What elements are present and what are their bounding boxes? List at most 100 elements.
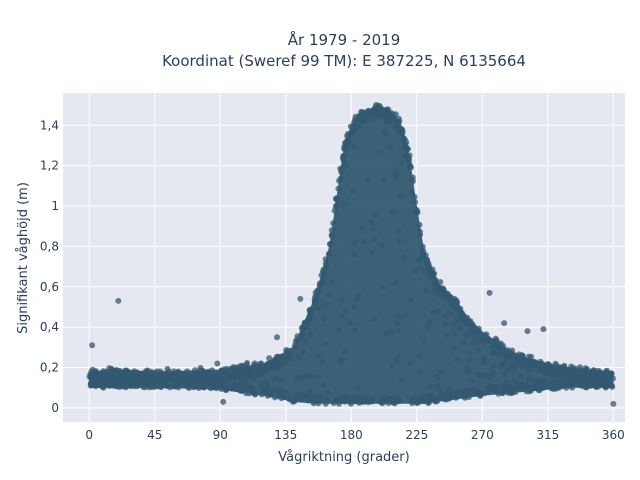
y-axis-ticks: 0 0,2 0,4 0,6 0,8 1 1,2 1,4	[40, 118, 59, 415]
data-point	[593, 383, 600, 390]
data-point	[100, 383, 107, 390]
data-point	[287, 356, 294, 363]
data-point	[177, 377, 184, 384]
data-point	[307, 331, 314, 338]
data-points	[86, 102, 617, 407]
data-point	[295, 353, 302, 360]
data-point	[212, 381, 219, 388]
data-point	[413, 398, 420, 405]
data-point	[106, 371, 113, 378]
y-tick-label: 0	[51, 401, 59, 415]
data-point	[351, 240, 358, 246]
data-point	[305, 393, 312, 400]
data-point	[350, 128, 357, 135]
data-point	[106, 382, 113, 389]
data-point	[242, 375, 249, 382]
data-point	[395, 398, 402, 405]
data-point	[453, 297, 460, 304]
data-point	[466, 358, 473, 365]
y-tick-label: 1,2	[40, 159, 59, 173]
data-point	[378, 242, 385, 249]
data-point	[483, 331, 490, 338]
data-point	[213, 372, 220, 379]
data-point	[435, 290, 441, 297]
data-point	[228, 385, 235, 392]
data-point	[272, 387, 279, 394]
data-point	[390, 394, 397, 401]
data-point	[416, 221, 423, 228]
data-point	[257, 365, 264, 372]
data-point	[230, 365, 237, 372]
data-point	[358, 224, 365, 230]
data-point	[542, 363, 549, 370]
data-point	[444, 295, 451, 302]
data-point	[455, 305, 462, 312]
data-point	[308, 308, 315, 315]
data-point	[462, 390, 469, 397]
data-point	[190, 384, 197, 391]
data-point	[392, 111, 399, 118]
data-point	[351, 251, 358, 258]
data-point	[314, 305, 321, 312]
data-point	[429, 309, 436, 316]
data-point	[443, 391, 450, 397]
data-point	[150, 383, 157, 389]
data-point	[453, 356, 460, 363]
data-point	[399, 159, 405, 166]
data-point	[243, 384, 250, 391]
data-point	[345, 130, 352, 137]
data-point	[601, 379, 608, 386]
data-point	[358, 112, 365, 119]
data-point	[381, 176, 388, 183]
data-point	[243, 390, 250, 397]
data-point	[119, 376, 126, 382]
data-point	[399, 377, 406, 384]
data-point	[222, 374, 229, 381]
data-point	[380, 107, 387, 114]
data-point	[554, 372, 561, 378]
data-point	[394, 118, 401, 125]
data-point	[409, 396, 416, 402]
data-point	[333, 202, 340, 209]
data-point	[264, 386, 271, 393]
data-point	[427, 396, 434, 403]
data-point	[332, 195, 339, 202]
data-point	[200, 384, 207, 391]
data-point	[354, 385, 361, 392]
data-point	[200, 372, 207, 379]
data-point	[336, 327, 342, 334]
data-point	[340, 152, 347, 159]
data-point	[458, 317, 465, 324]
data-point	[310, 397, 317, 404]
data-point	[361, 116, 368, 123]
data-point	[365, 175, 372, 182]
data-point	[392, 169, 399, 176]
outlier-point	[214, 360, 221, 367]
data-point	[327, 241, 334, 247]
data-point	[427, 383, 434, 390]
data-point	[437, 394, 443, 401]
data-point	[110, 379, 117, 386]
data-point	[572, 371, 579, 378]
data-point	[312, 300, 318, 307]
outlier-point	[595, 374, 602, 381]
data-point	[377, 148, 384, 155]
data-point	[316, 353, 323, 360]
data-point	[413, 206, 420, 213]
data-point	[437, 369, 444, 376]
data-point	[339, 313, 346, 320]
data-point	[162, 378, 169, 384]
data-point	[552, 385, 559, 392]
data-point	[436, 386, 443, 393]
outlier-point	[297, 295, 304, 302]
data-point	[517, 372, 524, 379]
data-point	[548, 385, 555, 392]
data-point	[235, 369, 242, 376]
data-point	[254, 371, 261, 378]
y-tick-label: 0,8	[40, 239, 59, 253]
data-point	[419, 266, 426, 273]
data-point	[300, 349, 307, 356]
data-point	[506, 383, 513, 390]
data-point	[464, 364, 470, 371]
data-point	[171, 381, 178, 388]
